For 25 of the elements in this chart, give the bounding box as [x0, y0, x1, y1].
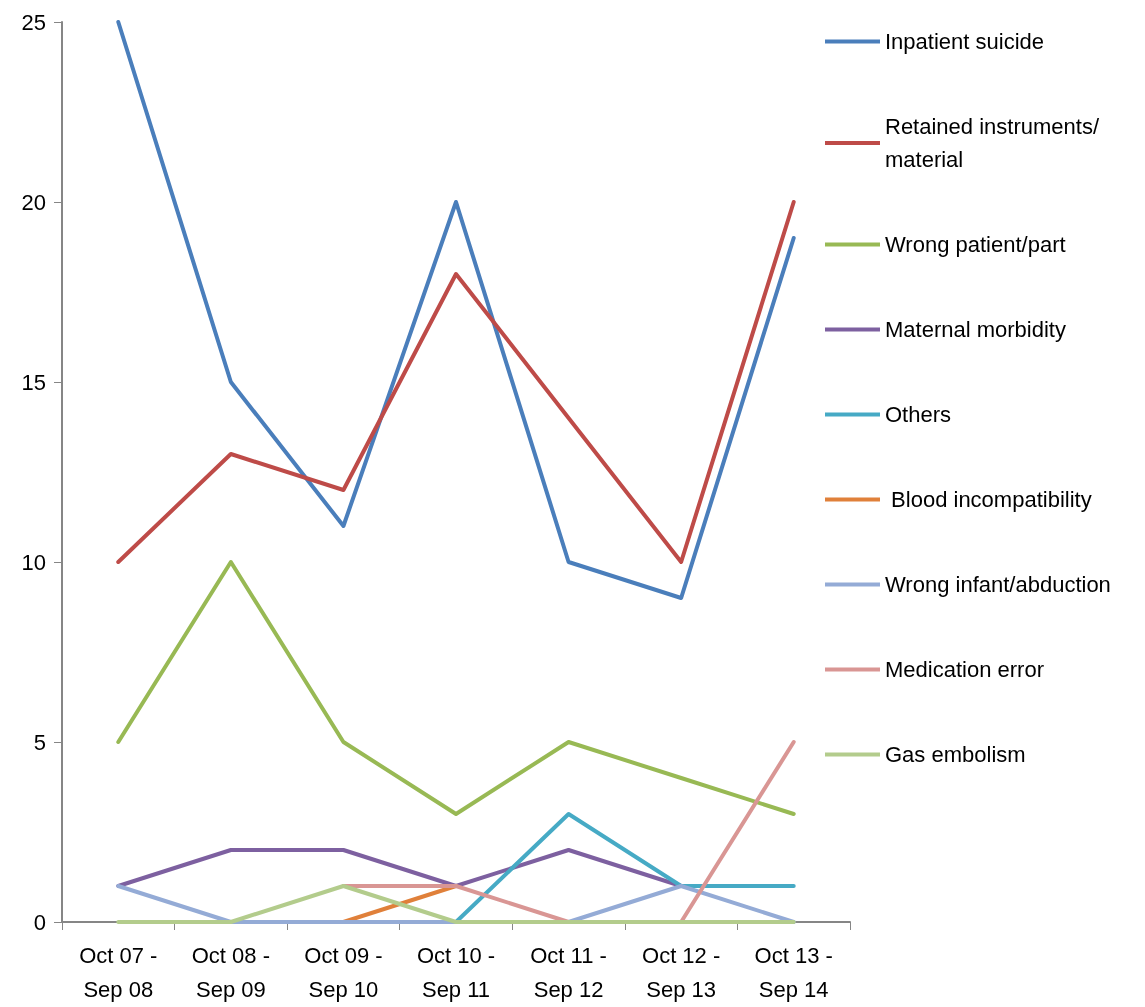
legend-label: Others	[885, 402, 952, 427]
x-tick-label: Oct 10 - Sep 11	[416, 942, 496, 1002]
y-tick-label: 20	[21, 189, 46, 215]
legend-label: Inpatient suicide	[885, 29, 1044, 54]
line-series	[116, 20, 796, 600]
legend-label: Gas embolism	[885, 742, 1026, 767]
x-tick-label: Oct 08 - Sep 09	[191, 942, 270, 1002]
y-tick-label: 5	[33, 729, 46, 755]
y-tick-label: 25	[21, 9, 46, 35]
line-series	[116, 560, 796, 816]
legend-label: Maternal morbidity	[885, 317, 1066, 342]
y-tick-label: 0	[33, 909, 46, 935]
legend-label: Wrong infant/abduction	[885, 572, 1111, 597]
x-tick-label: Oct 07 - Sep 08	[79, 942, 158, 1002]
legend-label: Retained instruments/material	[885, 114, 1100, 172]
legend-label: Medication error	[885, 657, 1044, 682]
line-series	[116, 200, 796, 564]
x-tick-label: Oct 12 - Sep 13	[642, 942, 721, 1002]
y-tick-label: 15	[21, 369, 46, 395]
legend-label: Blood incompatibility	[885, 487, 1092, 512]
x-tick-label: Oct 11 - Sep 12	[530, 942, 607, 1002]
x-tick-label: Oct 09 - Sep 10	[304, 942, 383, 1002]
legend-label: Wrong patient/part	[885, 232, 1066, 257]
x-tick-label: Oct 13 - Sep 14	[754, 942, 833, 1002]
y-tick-label: 10	[21, 549, 46, 575]
